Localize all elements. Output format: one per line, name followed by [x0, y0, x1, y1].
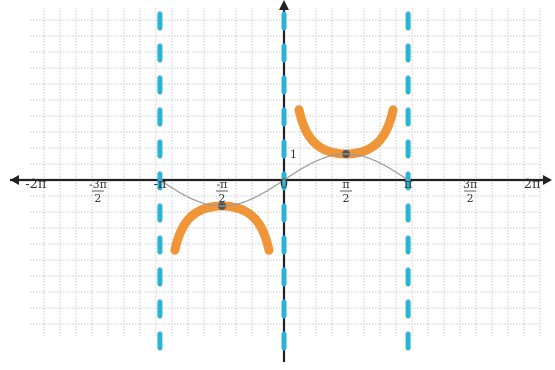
sine-curve	[159, 153, 409, 207]
x-axis-arrow-right	[543, 175, 552, 185]
x-tick-numerator: -3π	[89, 178, 107, 191]
x-tick-denominator: 2	[467, 192, 474, 205]
x-tick-label: 0	[280, 177, 288, 192]
x-tick-numerator: -π	[216, 178, 227, 191]
x-tick-denominator: 2	[343, 192, 350, 205]
x-tick-label: 2π	[524, 177, 541, 192]
asymptotes	[157, 11, 411, 363]
x-tick-label: -2π	[25, 177, 47, 192]
x-tick-denominator: 2	[94, 192, 101, 205]
y-axis-arrow	[279, 0, 289, 10]
x-tick-label: -π	[153, 177, 166, 192]
series	[159, 105, 409, 255]
x-tick-numerator: 3π	[463, 178, 477, 191]
x-tick-denominator: 2	[218, 192, 225, 205]
x-tick-numerator: π	[342, 178, 349, 191]
y-tick-label: 1	[290, 148, 297, 161]
x-axis-arrow-left	[10, 175, 19, 185]
x-tick-label: π	[404, 177, 413, 192]
